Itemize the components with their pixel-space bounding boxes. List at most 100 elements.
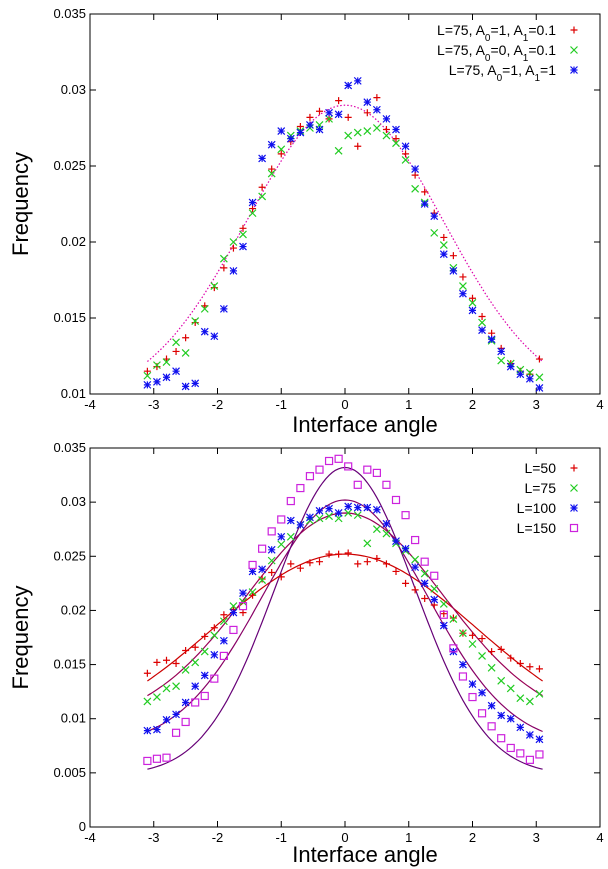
y-axis-label: Frequency bbox=[8, 586, 33, 690]
data-point bbox=[353, 480, 362, 489]
data-point bbox=[296, 122, 304, 130]
data-point bbox=[458, 672, 468, 681]
data-point bbox=[353, 128, 362, 137]
data-point bbox=[449, 252, 457, 260]
data-point bbox=[229, 602, 238, 611]
data-point bbox=[372, 124, 381, 132]
data-point bbox=[258, 154, 267, 163]
data-point bbox=[191, 379, 200, 388]
data-point bbox=[525, 368, 534, 377]
data-point bbox=[411, 555, 420, 564]
data-point bbox=[219, 254, 228, 263]
data-point bbox=[248, 567, 257, 576]
data-point bbox=[325, 512, 333, 521]
data-point bbox=[430, 595, 439, 604]
data-point bbox=[248, 198, 257, 207]
data-point bbox=[152, 754, 162, 763]
data-point bbox=[229, 238, 238, 246]
series-4 bbox=[143, 454, 544, 766]
data-point bbox=[363, 127, 372, 135]
data-point bbox=[316, 558, 323, 566]
data-point bbox=[354, 142, 362, 150]
data-point bbox=[363, 465, 372, 474]
data-point bbox=[392, 567, 400, 575]
data-point bbox=[181, 666, 190, 674]
data-point bbox=[315, 514, 324, 523]
data-point bbox=[286, 532, 295, 541]
data-point bbox=[315, 465, 324, 474]
legend-marker bbox=[570, 504, 578, 512]
x-tick-label: -1 bbox=[275, 397, 287, 412]
data-point bbox=[535, 373, 544, 382]
data-point bbox=[516, 749, 525, 758]
data-point bbox=[430, 571, 439, 580]
data-point bbox=[306, 113, 314, 121]
data-point bbox=[459, 629, 467, 638]
data-point bbox=[181, 349, 190, 357]
data-point bbox=[210, 650, 219, 659]
data-point bbox=[267, 556, 276, 565]
data-point bbox=[430, 212, 439, 221]
data-point bbox=[248, 588, 257, 596]
data-point bbox=[363, 109, 371, 117]
y-tick-label: 0.025 bbox=[53, 548, 86, 563]
data-point bbox=[258, 565, 267, 574]
data-point bbox=[506, 714, 515, 723]
chart-panel-2: -4 -3 -2 -1 0 1 2 3 4 0 0.005 0.01 0.015 0.02 0.025 0.0… bbox=[8, 440, 604, 867]
data-point bbox=[382, 480, 391, 489]
x-tick-label: 1 bbox=[405, 397, 412, 412]
data-point bbox=[181, 698, 190, 707]
data-point bbox=[344, 509, 353, 517]
legend-label: L=100 bbox=[517, 500, 557, 516]
fit-curve bbox=[147, 499, 543, 733]
data-point bbox=[525, 731, 534, 739]
data-point bbox=[325, 108, 333, 117]
data-point bbox=[411, 563, 420, 572]
data-point bbox=[162, 373, 171, 382]
data-point bbox=[258, 544, 267, 553]
data-point bbox=[497, 645, 505, 653]
data-point bbox=[411, 535, 420, 545]
data-point bbox=[497, 734, 506, 743]
data-point bbox=[239, 242, 247, 251]
y-tick-label: 0.02 bbox=[61, 602, 86, 617]
data-point bbox=[210, 674, 219, 683]
data-point bbox=[392, 537, 400, 546]
data-point bbox=[363, 558, 371, 566]
data-point bbox=[258, 576, 267, 585]
x-tick-label: 2 bbox=[469, 830, 476, 845]
data-point bbox=[392, 125, 400, 134]
data-point bbox=[191, 643, 199, 651]
data-point bbox=[249, 591, 257, 599]
data-point bbox=[210, 284, 218, 292]
x-tick-label: 0 bbox=[341, 830, 348, 845]
legend-marker bbox=[570, 26, 578, 34]
data-point bbox=[325, 504, 333, 513]
data-point bbox=[277, 540, 286, 549]
data-point bbox=[507, 654, 515, 662]
data-point bbox=[143, 380, 152, 389]
y-tick-label: 0.03 bbox=[61, 494, 86, 509]
legend-label: L=75 bbox=[524, 480, 556, 496]
data-point bbox=[219, 304, 228, 313]
data-point bbox=[372, 525, 381, 534]
data-point bbox=[506, 362, 515, 371]
data-point bbox=[258, 192, 267, 201]
y-axis-label: Frequency bbox=[8, 152, 33, 256]
chart-panel-1: -4 -3 -2 -1 0 1 2 3 4 0.01 0.015 0.02 0.025 0.03 0.035… bbox=[8, 6, 604, 437]
data-point bbox=[516, 659, 524, 667]
data-point bbox=[420, 569, 429, 578]
data-point bbox=[229, 625, 238, 635]
x-tick-label: 3 bbox=[533, 397, 540, 412]
data-point bbox=[459, 289, 467, 298]
legend-marker bbox=[570, 46, 578, 54]
data-point bbox=[239, 589, 247, 598]
data-point bbox=[420, 557, 429, 566]
series-3 bbox=[143, 76, 544, 392]
data-point bbox=[430, 228, 439, 237]
data-point bbox=[191, 658, 200, 667]
data-point bbox=[172, 659, 180, 667]
data-point bbox=[468, 306, 477, 315]
data-point bbox=[153, 693, 161, 701]
